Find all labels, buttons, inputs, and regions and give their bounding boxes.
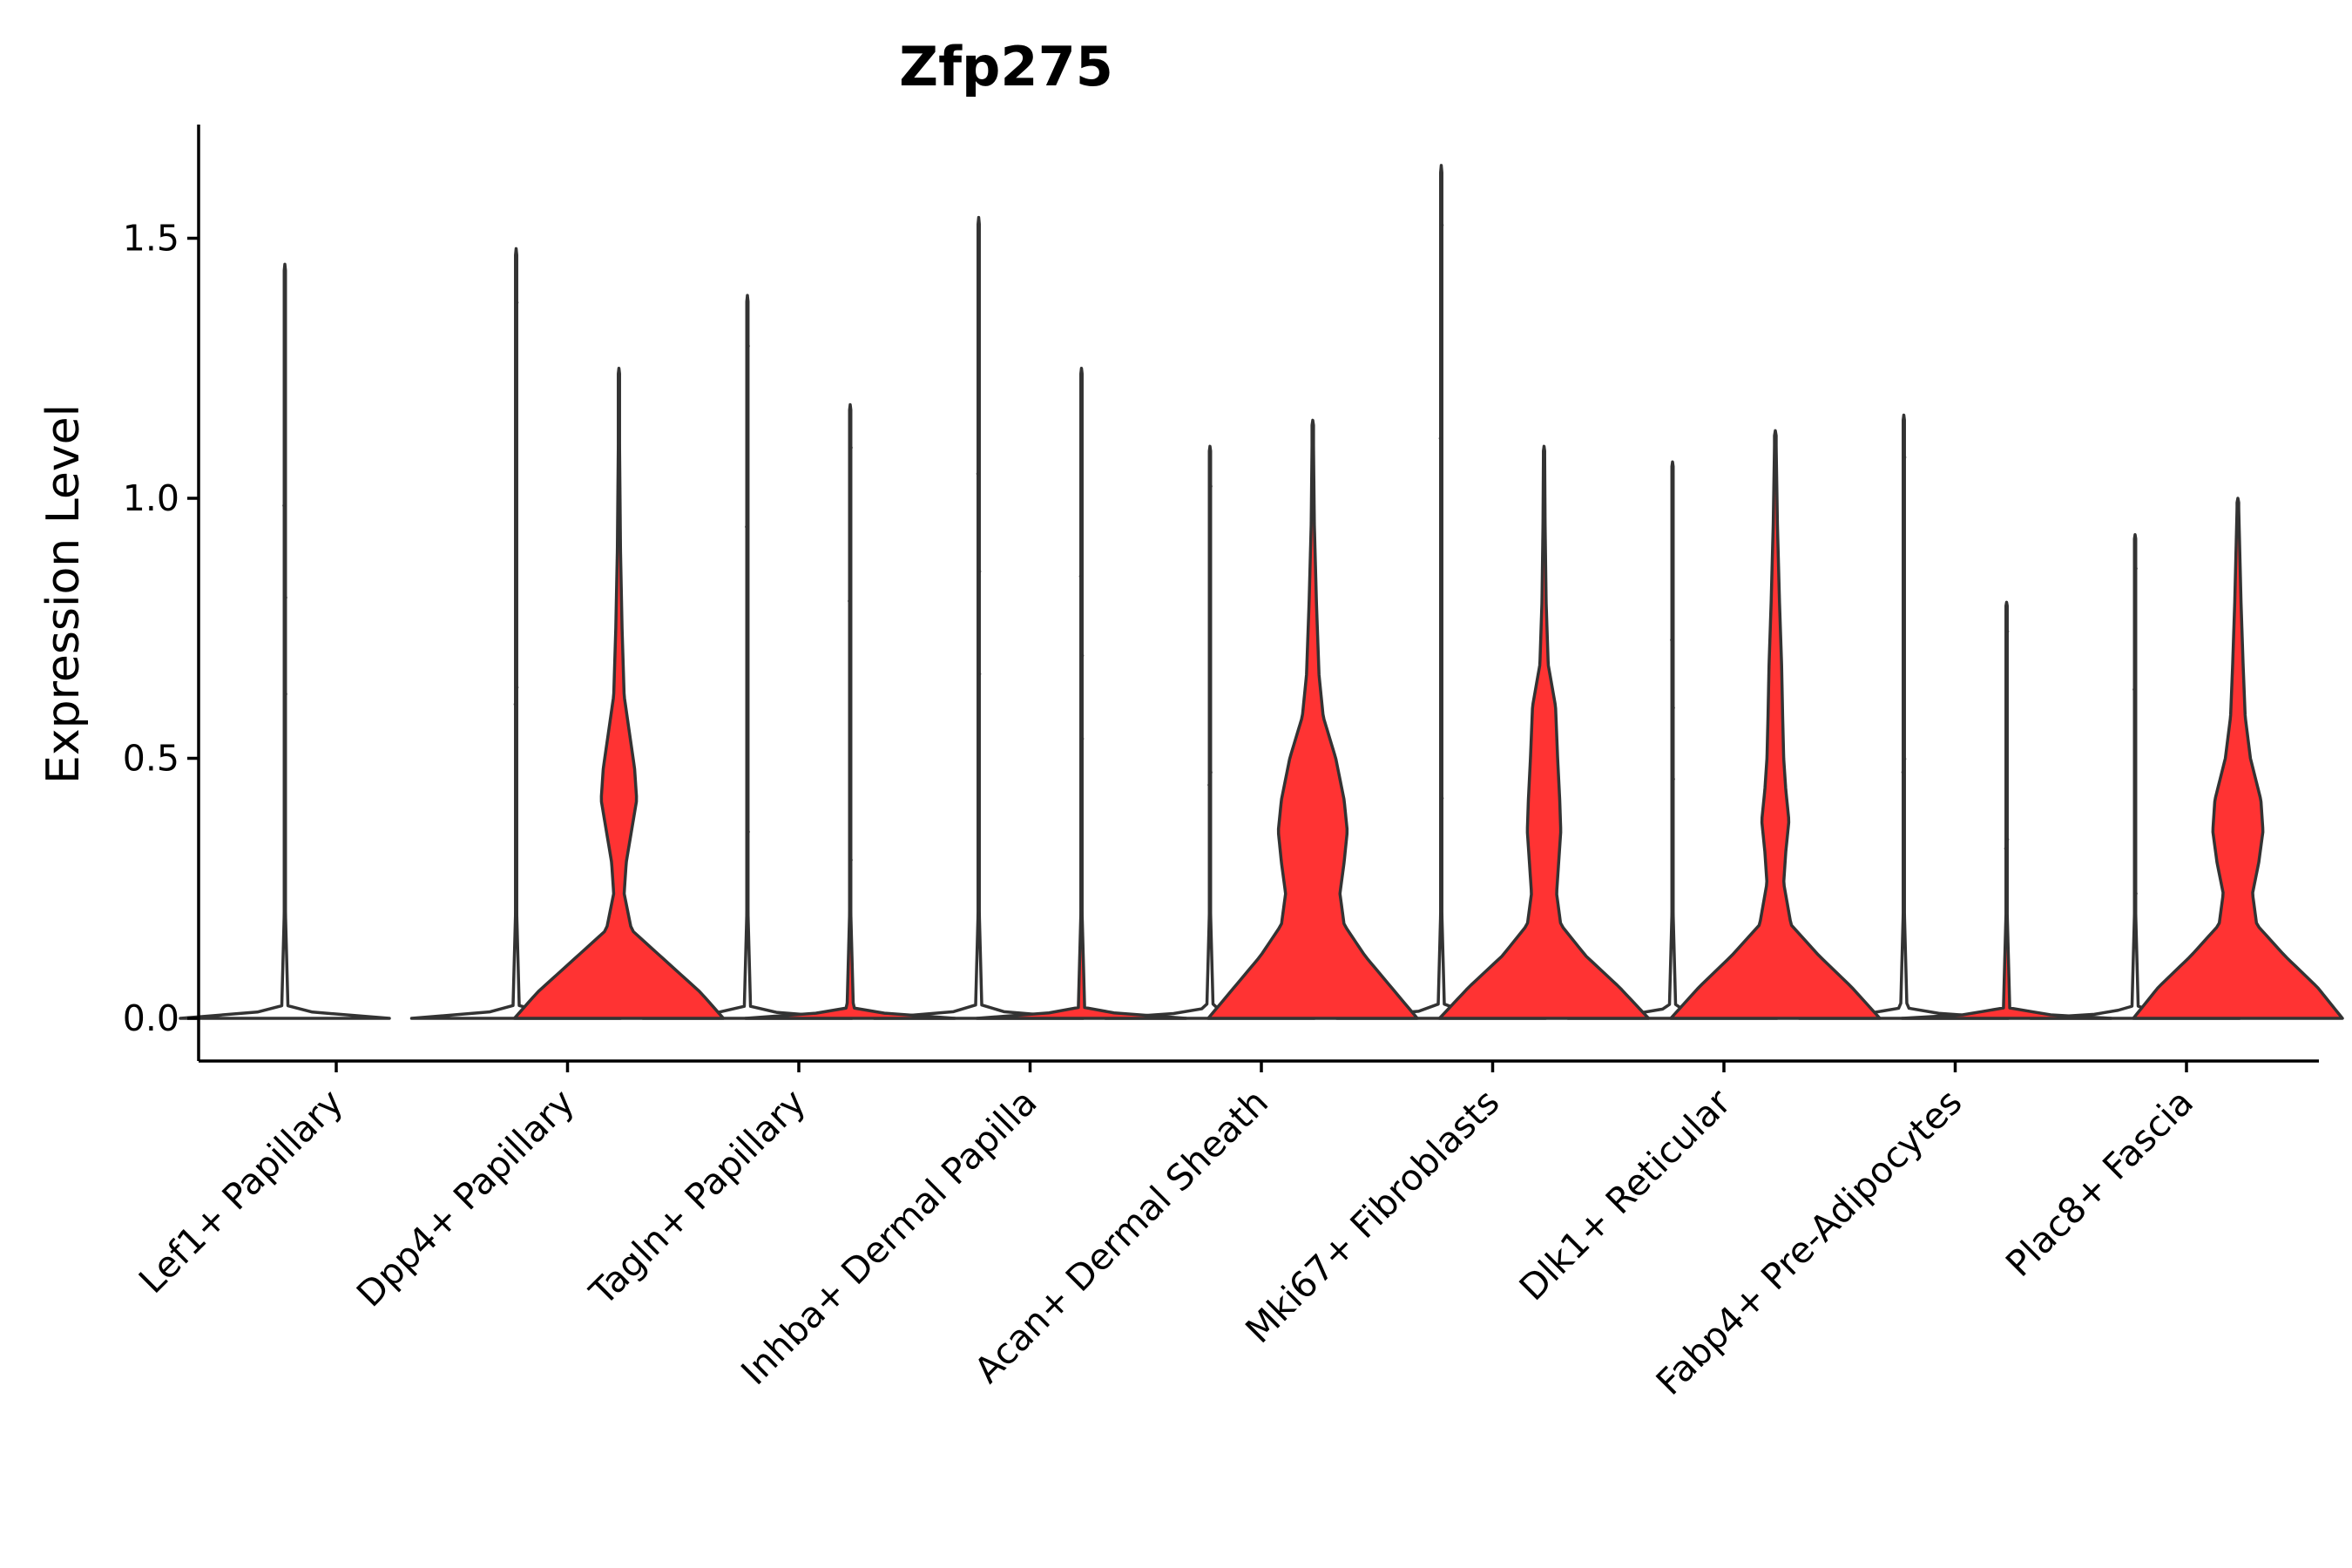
- x-tick-label: Mki67+ Fibroblasts: [1238, 1081, 1508, 1351]
- violin-lef1-papillary-1: [179, 262, 391, 1020]
- violin-plac8-fascia-1: [2029, 533, 2241, 1020]
- violin-dpp4-papillary-2: [512, 367, 726, 1020]
- violin-fabp4-pre-adipocytes-2: [1900, 600, 2113, 1020]
- jitter-point: [976, 472, 979, 476]
- jitter-point: [1207, 783, 1211, 787]
- jitter-point: [849, 858, 853, 862]
- y-tick-label: 0.5: [123, 738, 179, 780]
- jitter-point: [1081, 737, 1085, 740]
- jitter-point: [516, 686, 519, 689]
- jitter-point: [1209, 484, 1213, 488]
- jitter-point: [2006, 630, 2010, 633]
- jitter-point: [284, 596, 287, 599]
- x-tick-label: Dlk1+ Reticular: [1511, 1081, 1739, 1308]
- jitter-point: [747, 344, 750, 348]
- jitter-point: [978, 570, 982, 573]
- violin-acan-dermal-sheath-1: [1104, 444, 1316, 1020]
- jitter-point: [1081, 653, 1085, 658]
- jitter-point: [284, 693, 287, 696]
- violin-inhba-dermal-papilla-2: [975, 367, 1188, 1020]
- y-tick-label: 1.0: [123, 477, 179, 519]
- jitter-point: [1903, 757, 1907, 760]
- jitter-point: [1441, 223, 1444, 227]
- jitter-point: [2134, 567, 2138, 571]
- violin-tagln-papillary-1: [641, 294, 854, 1020]
- jitter-point: [2006, 838, 2010, 841]
- violin-tagln-papillary-2: [744, 402, 956, 1020]
- violin-plac8-fascia-2: [2132, 497, 2344, 1020]
- plot-area: [179, 164, 2344, 1020]
- violin-acan-dermal-sheath-2: [1206, 418, 1419, 1020]
- y-axis-label: Expression Level: [37, 404, 90, 784]
- jitter-point: [1672, 777, 1675, 781]
- jitter-point: [516, 301, 519, 304]
- violin-dlk1-reticular-1: [1566, 460, 1779, 1020]
- chart-title: Zfp275: [899, 35, 1113, 98]
- jitter-point: [1441, 796, 1444, 800]
- jitter-point: [978, 672, 982, 676]
- jitter-point: [2132, 687, 2136, 692]
- jitter-point: [513, 702, 517, 706]
- jitter-point: [282, 504, 286, 507]
- jitter-point: [747, 830, 750, 834]
- y-tick-label: 0.0: [123, 997, 179, 1039]
- violin-inhba-dermal-papilla-1: [872, 215, 1085, 1020]
- violin-mki67-fibroblasts-2: [1437, 444, 1651, 1020]
- violin-fabp4-pre-adipocytes-1: [1797, 413, 2011, 1020]
- x-tick-label: Plac8+ Fascia: [1997, 1081, 2201, 1285]
- violin-dpp4-papillary-1: [409, 247, 623, 1020]
- jitter-point: [1903, 456, 1907, 459]
- jitter-point: [1901, 770, 1904, 774]
- x-tick-label: Lef1+ Papillary: [131, 1081, 351, 1301]
- jitter-point: [1078, 574, 1082, 578]
- violin-dlk1-reticular-2: [1669, 429, 1882, 1020]
- jitter-point: [1209, 771, 1213, 774]
- x-tick-label: Tagln+ Papillary: [581, 1081, 814, 1314]
- violin-mki67-fibroblasts-1: [1335, 164, 1548, 1020]
- jitter-point: [1670, 639, 1673, 642]
- jitter-point: [2004, 847, 2007, 850]
- jitter-point: [848, 599, 851, 603]
- jitter-point: [849, 446, 853, 449]
- jitter-point: [1672, 706, 1675, 710]
- y-tick-label: 1.5: [123, 218, 179, 260]
- jitter-point: [1438, 436, 1442, 440]
- x-tick-label: Dpp4+ Papillary: [348, 1081, 582, 1315]
- jitter-point: [745, 525, 748, 529]
- jitter-point: [2134, 892, 2138, 896]
